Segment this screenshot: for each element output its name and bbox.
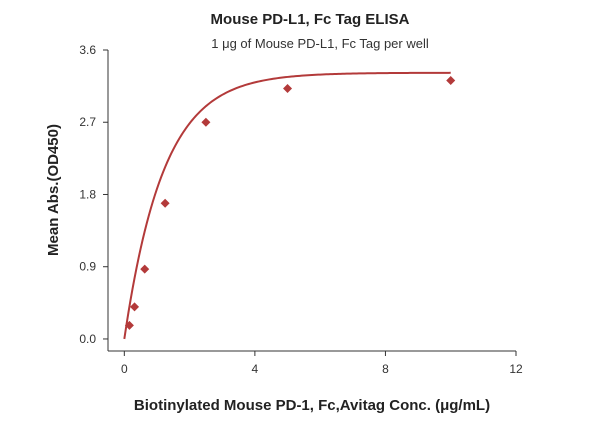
- y-tick-label: 3.6: [79, 43, 96, 57]
- data-point: [283, 84, 293, 94]
- data-point: [160, 198, 170, 208]
- x-tick-label: 4: [252, 362, 259, 376]
- x-tick-label: 8: [382, 362, 389, 376]
- chart-title: Mouse PD-L1, Fc Tag ELISA: [211, 11, 410, 28]
- y-tick-label: 1.8: [79, 187, 96, 201]
- y-tick-label: 0.9: [79, 260, 96, 274]
- axes: [107, 50, 516, 352]
- data-point: [446, 76, 456, 86]
- chart-subtitle: 1 μg of Mouse PD-L1, Fc Tag per well: [211, 36, 429, 51]
- data-points: [124, 76, 456, 330]
- y-tick-label: 0.0: [79, 332, 96, 346]
- x-axis-label: Biotinylated Mouse PD-1, Fc,Avitag Conc.…: [134, 397, 490, 414]
- x-tick-label: 12: [509, 362, 523, 376]
- x-tick-label: 0: [121, 362, 128, 376]
- y-axis-label: Mean Abs.(OD450): [45, 124, 62, 256]
- data-point: [140, 264, 150, 274]
- data-point: [124, 320, 134, 330]
- y-ticks: 0.0 0.9 1.8 2.7 3.6: [79, 43, 108, 346]
- x-ticks: 0 4 8 12: [121, 351, 523, 376]
- data-point: [201, 117, 211, 127]
- fit-curve: [123, 71, 451, 340]
- y-tick-label: 2.7: [79, 115, 96, 129]
- data-point: [130, 302, 140, 312]
